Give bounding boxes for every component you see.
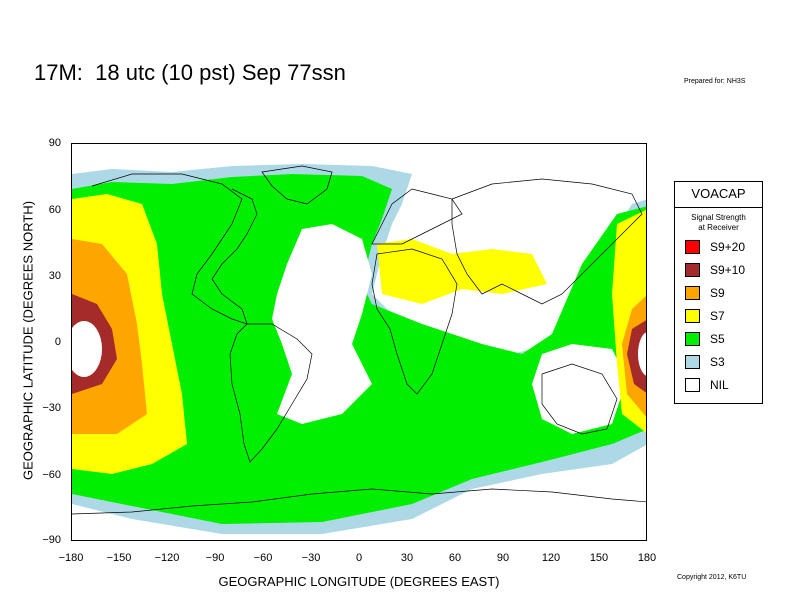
legend-title: VOACAP: [675, 182, 762, 208]
legend-item: S9+20: [685, 239, 745, 255]
legend-item: S7: [685, 308, 725, 324]
chart-title: 17M: 18 utc (10 pst) Sep 77ssn: [34, 60, 346, 85]
x-tick-label: 150: [589, 552, 609, 564]
x-axis-label: GEOGRAPHIC LONGITUDE (DEGREES EAST): [218, 574, 500, 589]
legend-item: S5: [685, 331, 725, 347]
x-tick-label: 60: [448, 552, 462, 564]
x-tick-label: −60: [253, 552, 273, 564]
legend-label: S3: [710, 355, 725, 369]
legend-label: S9+10: [710, 263, 746, 277]
coast-antarctica: [72, 488, 646, 515]
legend-label: S9: [710, 286, 725, 300]
legend-subtitle-line1: Signal Strength: [691, 213, 746, 222]
x-tick-label: −150: [106, 552, 132, 564]
legend-swatch: [685, 355, 700, 369]
x-tick-label: 90: [496, 552, 510, 564]
x-tick-label: −90: [205, 552, 225, 564]
prepared-for-note: Prepared for: NH3S: [684, 78, 746, 85]
y-axis-label: GEOGRAPHIC LATITUDE (DEGREES NORTH): [20, 200, 36, 481]
legend-label: S5: [710, 332, 725, 346]
legend-subtitle-line2: at Receiver: [698, 223, 739, 232]
coast-greenland: [261, 165, 333, 205]
legend-swatch: [685, 309, 700, 323]
coast-south-america: [229, 323, 313, 463]
legend-item: S9+10: [685, 262, 745, 278]
x-tick-label: 30: [400, 552, 414, 564]
legend-swatch: [685, 263, 700, 277]
zone-nil-atlantic: [272, 224, 372, 424]
legend-label: S9+20: [710, 240, 746, 254]
x-tick-label: 0: [355, 552, 363, 564]
x-tick-label: −120: [154, 552, 180, 564]
coverage-map: [71, 143, 647, 541]
zone-nil-east-core: [638, 332, 646, 376]
x-tick-label: −30: [301, 552, 321, 564]
zone-s7-asia: [377, 239, 547, 304]
coastlines: [72, 165, 646, 515]
zone-s5-main: [72, 174, 646, 524]
legend-swatch: [685, 378, 700, 392]
coverage-map-svg: [72, 164, 646, 534]
zone-nil-pacific-asia: [532, 344, 627, 434]
y-tick-label: −30: [42, 402, 61, 414]
y-tick-label: 0: [54, 336, 61, 348]
zone-nil-north: [432, 164, 612, 204]
y-tick-label: 90: [48, 137, 61, 149]
legend-item: S9: [685, 285, 725, 301]
x-tick-label: 120: [541, 552, 561, 564]
coast-africa: [371, 248, 458, 395]
coast-north-america: [91, 173, 258, 325]
zone-nil-west-core: [72, 321, 102, 377]
legend-swatch: [685, 286, 700, 300]
x-tick-label: −180: [58, 552, 84, 564]
y-tick-label: −60: [42, 469, 61, 481]
copyright-note: Copyright 2012, K6TU: [677, 574, 747, 581]
legend-label: S7: [710, 309, 725, 323]
y-tick-label: 30: [48, 270, 61, 282]
legend-swatch: [685, 240, 700, 254]
y-tick-label: −90: [42, 534, 61, 546]
legend-item: NIL: [685, 377, 729, 393]
coast-australia: [541, 363, 618, 435]
coast-asia: [451, 178, 643, 305]
x-tick-label: 180: [637, 552, 657, 564]
legend-item: S3: [685, 354, 725, 370]
legend: VOACAP Signal Strength at Receiver S9+20…: [674, 181, 763, 404]
y-tick-label: 60: [48, 204, 61, 216]
legend-swatch: [685, 332, 700, 346]
legend-label: NIL: [710, 378, 729, 392]
